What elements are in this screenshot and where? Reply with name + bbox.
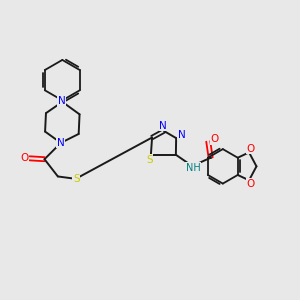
Text: O: O: [246, 144, 255, 154]
Text: N: N: [160, 121, 167, 130]
Text: S: S: [73, 174, 80, 184]
Text: NH: NH: [186, 163, 201, 172]
Text: O: O: [211, 134, 219, 144]
Text: O: O: [246, 179, 255, 189]
Text: O: O: [20, 153, 28, 163]
Text: N: N: [58, 96, 66, 106]
Text: S: S: [146, 155, 153, 165]
Text: N: N: [57, 138, 65, 148]
Text: N: N: [178, 130, 185, 140]
